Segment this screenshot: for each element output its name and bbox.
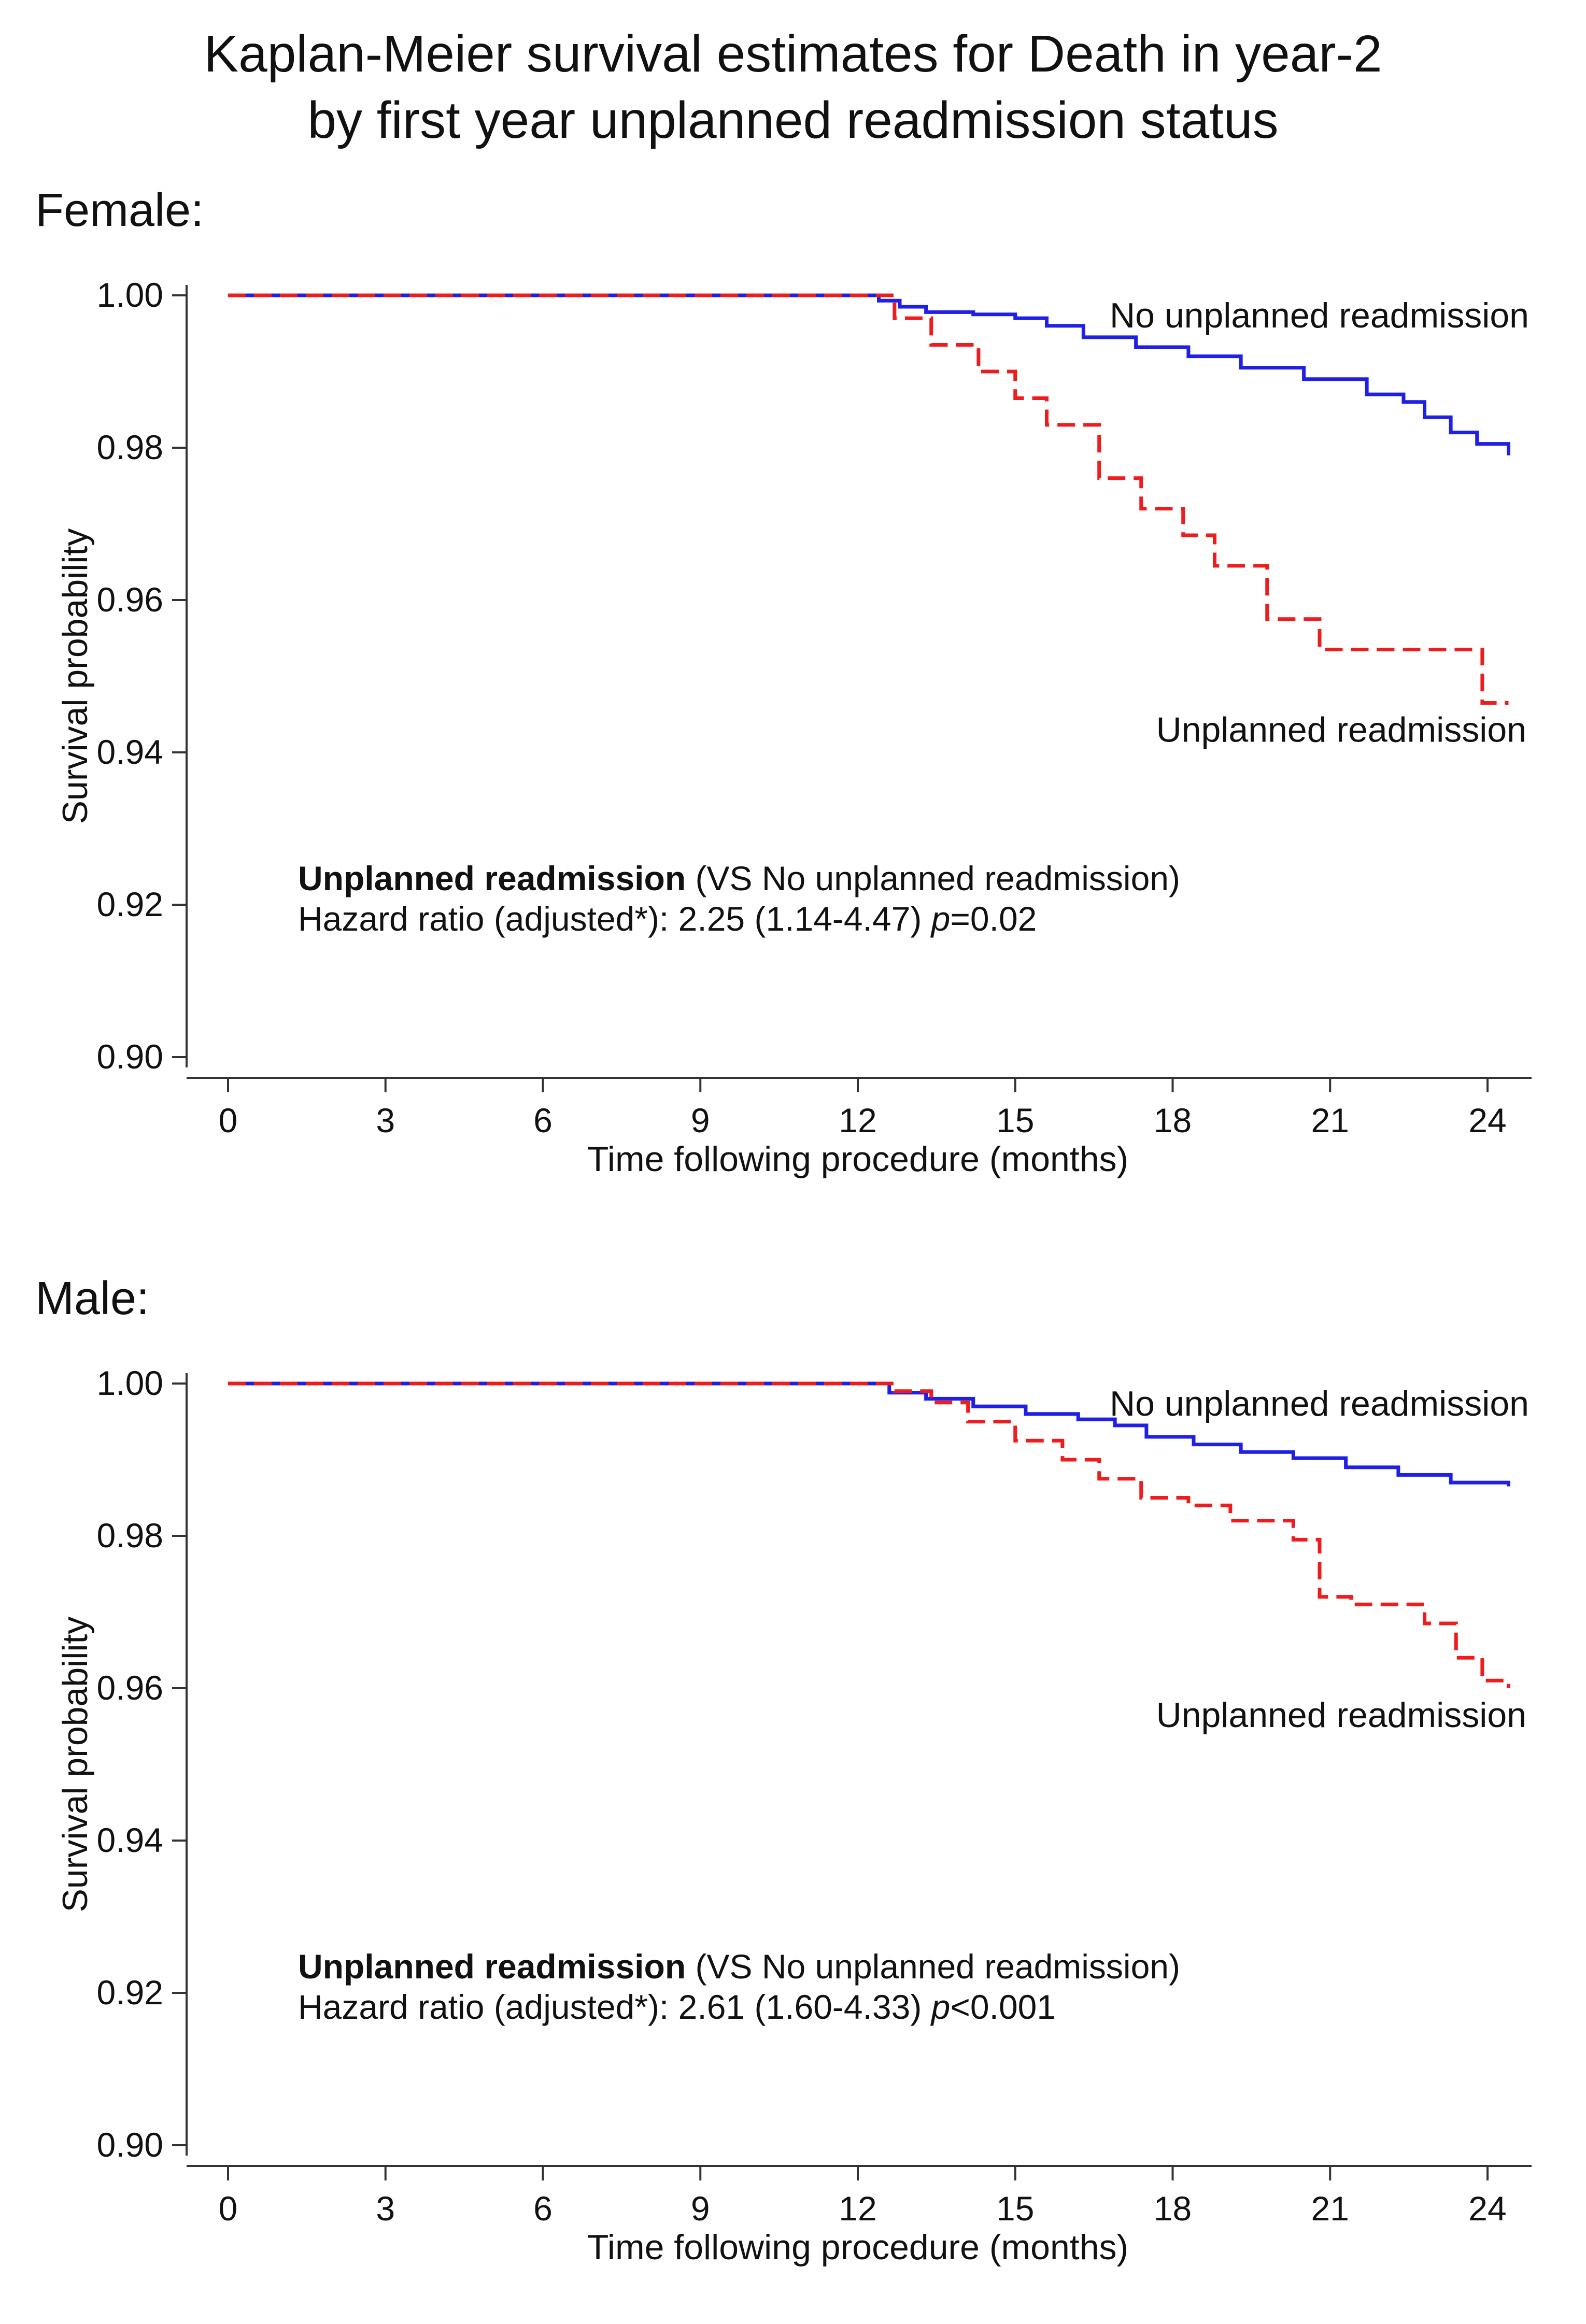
panel-label-male: Male: [35,1273,150,1324]
y-tick-label: 0.98 [97,428,163,466]
hazard-ratio-heading-comparison: (VS No unplanned readmission) [686,859,1180,897]
hazard-ratio-heading: Unplanned readmission (VS No unplanned r… [298,859,1180,897]
chart-title-line-2: by first year unplanned readmission stat… [307,91,1279,149]
y-tick-label: 0.92 [97,885,163,923]
p-value: =0.02 [950,900,1037,938]
x-tick-label: 3 [376,1101,395,1139]
chart-title: Kaplan-Meier survival estimates for Deat… [0,21,1586,153]
x-tick-label: 9 [691,2189,710,2228]
y-tick-label: 1.00 [97,276,163,314]
series-label-no-readmission: No unplanned readmission [1110,296,1529,335]
hazard-ratio-value: Hazard ratio (adjusted*): 2.61 (1.60-4.3… [298,1988,1056,2026]
y-tick-label: 0.96 [97,1669,163,1707]
x-tick-label: 24 [1468,1101,1506,1139]
y-tick-label: 0.94 [97,1821,163,1859]
x-axis-title: Time following procedure (months) [587,1139,1128,1179]
x-tick-label: 12 [839,1101,876,1139]
x-tick-label: 21 [1311,1101,1349,1139]
unplanned-readmission-line [228,1381,1510,1688]
x-tick-label: 3 [376,2189,395,2228]
x-tick-label: 9 [691,1101,710,1139]
hazard-ratio-estimate: Hazard ratio (adjusted*): 2.25 (1.14-4.4… [298,900,931,938]
p-value-symbol: p [930,1988,951,2026]
chart-title-line-1: Kaplan-Meier survival estimates for Deat… [204,25,1382,83]
panel-label-female: Female: [35,184,204,236]
p-value: <0.001 [950,1988,1056,2026]
x-tick-label: 0 [219,2189,238,2228]
hazard-ratio-heading-bold: Unplanned readmission [298,1947,686,1986]
y-tick-label: 0.92 [97,1973,163,2012]
hazard-ratio-estimate: Hazard ratio (adjusted*): 2.61 (1.60-4.3… [298,1988,931,2026]
y-tick-label: 0.98 [97,1516,163,1555]
x-tick-label: 6 [533,1101,553,1139]
y-tick-label: 1.00 [97,1364,163,1402]
y-axis-title: Survival probability [55,529,95,824]
y-tick-label: 0.96 [97,580,163,619]
y-tick-label: 0.94 [97,733,163,771]
x-tick-label: 15 [996,2189,1034,2228]
x-tick-label: 18 [1154,2189,1192,2228]
x-tick-label: 6 [533,2189,553,2228]
hazard-ratio-heading: Unplanned readmission (VS No unplanned r… [298,1947,1180,1986]
series-label-readmission: Unplanned readmission [1156,710,1526,749]
y-axis-title: Survival probability [55,1617,95,1913]
x-tick-label: 15 [996,1101,1034,1139]
series-label-no-readmission: No unplanned readmission [1110,1384,1529,1423]
male-survival-chart: 0.90 0.92 0.94 0.96 0.98 1.00 0 3 6 9 12 15 18 21 24 Ti… [55,1364,1532,2267]
no-unplanned-readmission-line [228,293,1510,455]
series-label-readmission: Unplanned readmission [1156,1695,1526,1735]
x-tick-label: 12 [839,2189,876,2228]
no-unplanned-readmission-line [228,1381,1510,1487]
x-tick-label: 0 [219,1101,238,1139]
x-tick-label: 18 [1154,1101,1192,1139]
y-tick-label: 0.90 [97,1037,163,1076]
x-tick-label: 24 [1468,2189,1506,2228]
hazard-ratio-value: Hazard ratio (adjusted*): 2.25 (1.14-4.4… [298,900,1037,938]
unplanned-readmission-line [228,293,1509,705]
p-value-symbol: p [930,900,951,938]
x-tick-label: 21 [1311,2189,1349,2228]
y-tick-label: 0.90 [97,2126,163,2164]
x-axis-title: Time following procedure (months) [587,2228,1128,2267]
female-survival-chart: 0.90 0.92 0.94 0.96 0.98 1.00 0 3 6 9 12 15 18 21 24 Ti… [55,276,1532,1179]
hazard-ratio-heading-comparison: (VS No unplanned readmission) [686,1947,1180,1986]
hazard-ratio-heading-bold: Unplanned readmission [298,859,686,897]
